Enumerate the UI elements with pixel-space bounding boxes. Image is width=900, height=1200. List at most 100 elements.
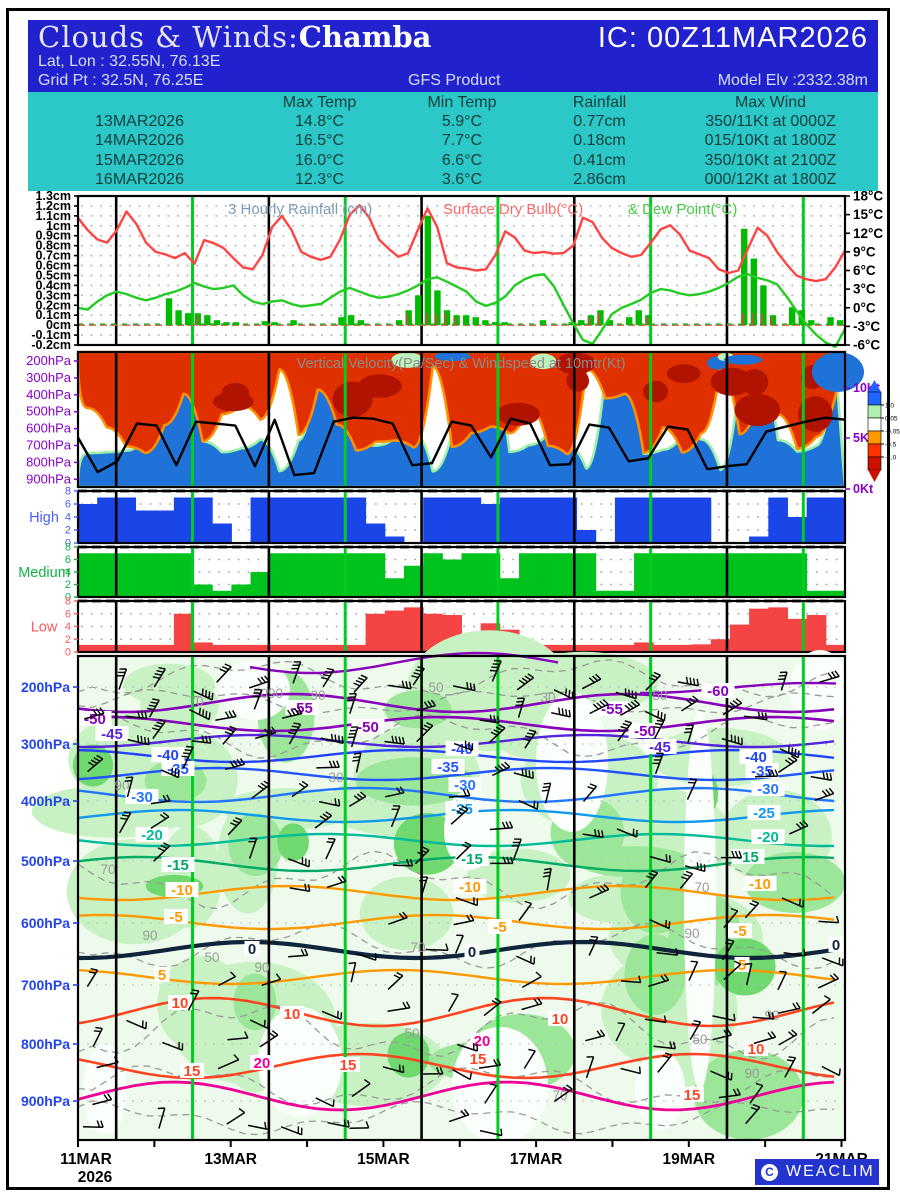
barb-feather <box>803 948 806 956</box>
y-left-label: -0.1cm <box>31 328 71 342</box>
rain-bar <box>645 315 652 326</box>
wind-barb <box>789 820 809 835</box>
wind-barb <box>455 841 472 860</box>
isotherm-label: -40 <box>745 749 767 766</box>
date-label: 19MAR <box>663 1151 716 1168</box>
rh-dry-hole <box>684 710 716 1090</box>
y-left-label: 0.7cm <box>36 249 71 263</box>
barb-feather <box>683 873 691 878</box>
barb-feather <box>506 856 510 864</box>
barb-feather <box>630 701 637 707</box>
barb-feather <box>646 875 654 880</box>
barb-feather <box>171 767 174 775</box>
barb-feather <box>177 770 180 778</box>
isotherm-label-bg <box>828 937 844 952</box>
barb-feather <box>201 688 204 696</box>
barb-feather <box>527 673 534 679</box>
wind-barb <box>327 1119 350 1128</box>
barb-feather <box>600 885 606 892</box>
wind-barb <box>385 786 405 798</box>
cloud-bar <box>749 553 769 597</box>
cloud-bar <box>154 510 175 543</box>
barb-feather <box>405 681 409 689</box>
barb-feather <box>88 971 96 974</box>
wind-barb <box>261 973 282 987</box>
barb-feather <box>726 939 735 942</box>
wind-barb <box>811 995 831 1014</box>
title-prefix: Clouds & Winds: <box>38 20 299 54</box>
isotherm-label-bg <box>161 857 195 872</box>
barb-feather <box>648 676 656 682</box>
barb-shaft <box>818 920 839 924</box>
cloud-axis-label: 8 <box>65 596 71 608</box>
barb-feather <box>353 682 361 687</box>
isotherm--55 <box>77 692 835 714</box>
rain-bar <box>443 310 451 326</box>
wind-barb <box>589 698 609 715</box>
barb-feather <box>655 722 663 726</box>
barb-feather <box>439 1066 444 1075</box>
wind-barb <box>723 960 742 981</box>
barb-feather <box>528 1048 536 1052</box>
barb-feather <box>239 758 246 765</box>
pressure-label: 500hPa <box>26 404 72 419</box>
isotherm-label-bg <box>280 1006 304 1021</box>
barb-feather <box>401 680 405 688</box>
y-left-label: 0.2cm <box>36 298 71 312</box>
barb-feather <box>394 736 398 744</box>
barb-shaft <box>718 1094 741 1099</box>
barb-feather <box>653 726 661 729</box>
barb-feather <box>563 1086 570 1092</box>
isotherm-label: -35 <box>751 763 773 780</box>
wind-barb <box>86 968 99 987</box>
wind-barb <box>744 962 753 986</box>
barb-feather <box>326 667 334 671</box>
rain-bar <box>769 315 777 326</box>
barb-feather <box>735 698 743 704</box>
barb-feather <box>689 697 696 703</box>
barb-feather <box>267 727 273 735</box>
barb-feather <box>233 1054 240 1061</box>
barb-feather <box>524 735 533 739</box>
wind-barb <box>721 734 743 746</box>
cloud-bar <box>825 497 846 543</box>
barb-feather <box>594 829 597 837</box>
cloud-bar <box>173 553 194 597</box>
barb-shaft <box>588 936 599 956</box>
table-cell: 5.9°C <box>441 113 483 131</box>
barb-feather <box>267 1021 269 1029</box>
cloud-bar <box>634 642 654 652</box>
wind-barb <box>588 883 610 899</box>
barb-feather <box>260 782 268 788</box>
isotherm-label-bg <box>747 805 781 820</box>
barb-feather <box>96 1120 101 1128</box>
cloud-bar <box>768 607 788 652</box>
rain-bar-red <box>770 317 773 326</box>
cloud-bar <box>193 584 213 597</box>
barb-feather <box>174 769 177 777</box>
barb-shaft <box>687 724 695 744</box>
barb-shaft <box>516 955 535 965</box>
wind-barb <box>291 661 302 684</box>
cloud-axis-label: 8 <box>65 542 71 554</box>
wind-barb <box>810 771 833 781</box>
wind-barb <box>521 971 542 989</box>
barb-shaft <box>620 980 641 984</box>
cloud-bar <box>269 553 290 597</box>
rh-value-label: 70 <box>100 862 115 877</box>
y-left-label: 0.1cm <box>36 308 71 322</box>
barb-feather <box>469 682 473 690</box>
barb-feather <box>565 688 568 696</box>
cloud-bar <box>346 553 367 597</box>
cloud-bar <box>308 645 328 652</box>
barb-feather <box>95 1026 103 1030</box>
wind-barb <box>314 811 333 829</box>
wind-barb <box>722 698 743 716</box>
barb-feather <box>238 1107 246 1114</box>
barb-feather <box>490 731 498 736</box>
pressure-label: 900hPa <box>26 471 72 486</box>
wind-barb <box>686 778 698 800</box>
barb-feather <box>338 735 341 743</box>
barb-shaft <box>777 971 788 991</box>
rain-bar <box>434 290 441 326</box>
